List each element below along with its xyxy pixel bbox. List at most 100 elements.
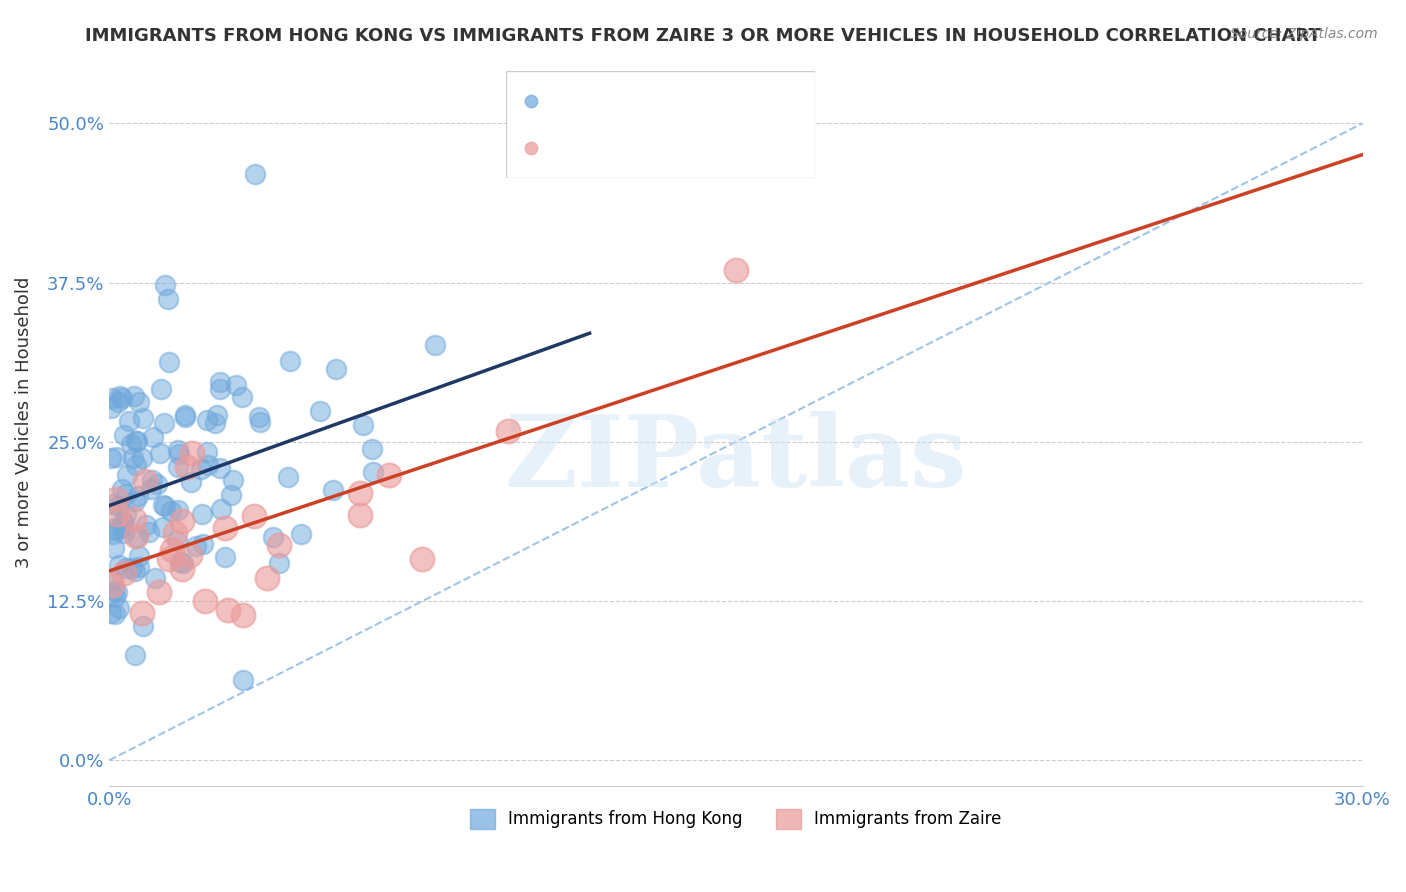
Point xyxy=(127,434,149,448)
Point xyxy=(105,507,128,521)
Point xyxy=(115,468,138,483)
Legend: Immigrants from Hong Kong, Immigrants from Zaire: Immigrants from Hong Kong, Immigrants fr… xyxy=(463,802,1008,836)
Point xyxy=(112,525,135,540)
Point xyxy=(122,450,145,465)
Point xyxy=(361,465,384,479)
Point xyxy=(112,517,135,532)
Point xyxy=(219,488,242,502)
Point xyxy=(101,527,124,541)
Point xyxy=(349,508,371,523)
Point xyxy=(157,355,180,369)
Point xyxy=(352,418,374,433)
Point xyxy=(141,473,163,487)
Point xyxy=(111,483,134,497)
Point xyxy=(249,415,271,429)
Point xyxy=(232,608,254,623)
Point xyxy=(214,521,236,535)
Point xyxy=(127,530,149,544)
Point xyxy=(132,619,155,633)
Point xyxy=(127,489,149,503)
Point xyxy=(139,483,162,497)
Point xyxy=(256,571,278,585)
Point xyxy=(153,277,176,292)
Point xyxy=(167,503,190,517)
Point xyxy=(160,503,183,517)
Point xyxy=(176,459,198,474)
Y-axis label: 3 or more Vehicles in Household: 3 or more Vehicles in Household xyxy=(15,277,32,568)
Point xyxy=(231,390,253,404)
Point xyxy=(170,562,193,576)
Point xyxy=(103,541,125,556)
Point xyxy=(114,561,136,575)
Point xyxy=(325,361,347,376)
Point xyxy=(110,521,132,535)
Point xyxy=(101,498,124,512)
FancyBboxPatch shape xyxy=(506,71,815,178)
Point xyxy=(105,584,128,599)
Point xyxy=(131,411,153,425)
Point xyxy=(190,461,212,475)
Point xyxy=(309,404,332,418)
Point xyxy=(184,539,207,553)
Point xyxy=(160,543,183,558)
Point xyxy=(125,529,148,543)
Point xyxy=(152,498,174,512)
Point xyxy=(114,428,136,442)
Point xyxy=(349,485,371,500)
Point xyxy=(191,537,214,551)
Point xyxy=(181,446,204,460)
Point xyxy=(125,458,148,472)
Point xyxy=(267,556,290,570)
Point xyxy=(157,552,180,566)
Point xyxy=(520,141,543,155)
Point xyxy=(277,469,299,483)
Point xyxy=(166,442,188,457)
Point xyxy=(107,500,129,514)
Point xyxy=(105,450,128,464)
Point xyxy=(163,525,186,540)
Point xyxy=(262,530,284,544)
Point xyxy=(172,556,194,570)
Point xyxy=(205,409,228,423)
Text: R = 0.482   N = 30: R = 0.482 N = 30 xyxy=(562,138,733,156)
Point xyxy=(122,512,145,526)
Point xyxy=(142,430,165,444)
Point xyxy=(100,606,122,620)
Point xyxy=(153,500,176,514)
Point xyxy=(115,487,138,501)
Point xyxy=(423,338,446,352)
Point xyxy=(156,292,179,306)
Point xyxy=(149,446,172,460)
Point xyxy=(152,520,174,534)
Point xyxy=(153,416,176,430)
Point xyxy=(112,516,135,530)
Point xyxy=(112,566,135,581)
Point xyxy=(104,524,127,538)
Point xyxy=(197,458,219,472)
Point xyxy=(377,468,399,483)
Point xyxy=(131,606,153,620)
Point xyxy=(247,410,270,425)
Point xyxy=(204,417,226,431)
Point xyxy=(128,549,150,564)
Point xyxy=(118,414,141,428)
Point xyxy=(138,524,160,539)
Point xyxy=(411,551,433,566)
Point xyxy=(104,607,127,622)
Point xyxy=(214,549,236,564)
Point xyxy=(166,459,188,474)
Point xyxy=(114,508,136,522)
Point xyxy=(100,401,122,415)
Point xyxy=(243,509,266,524)
Point xyxy=(322,483,344,497)
Text: R = 0.266   N = 111: R = 0.266 N = 111 xyxy=(562,91,744,109)
Point xyxy=(208,383,231,397)
Point xyxy=(121,561,143,575)
Point xyxy=(180,475,202,490)
Point xyxy=(209,461,232,475)
Point xyxy=(124,564,146,578)
Point xyxy=(131,451,153,466)
Point xyxy=(278,353,301,368)
Point xyxy=(100,572,122,586)
Point xyxy=(128,395,150,409)
